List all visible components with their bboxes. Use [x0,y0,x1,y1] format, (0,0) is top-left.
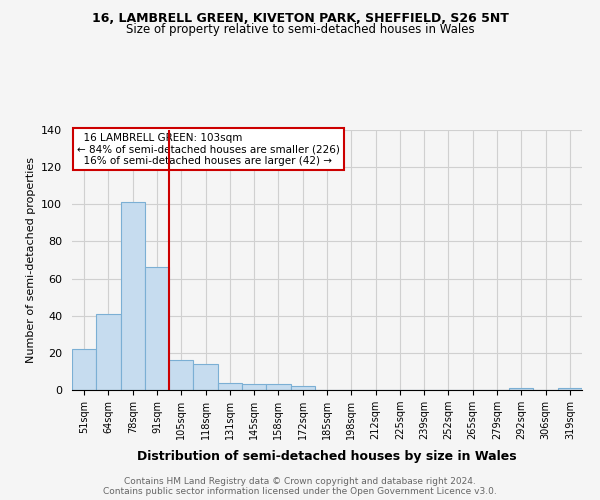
X-axis label: Distribution of semi-detached houses by size in Wales: Distribution of semi-detached houses by … [137,450,517,464]
Text: Contains public sector information licensed under the Open Government Licence v3: Contains public sector information licen… [103,488,497,496]
Bar [145,268,169,390]
Bar [121,202,145,390]
Bar [96,314,121,390]
Bar [509,388,533,390]
Bar [218,382,242,390]
Text: Contains HM Land Registry data © Crown copyright and database right 2024.: Contains HM Land Registry data © Crown c… [124,478,476,486]
Text: Size of property relative to semi-detached houses in Wales: Size of property relative to semi-detach… [125,22,475,36]
Bar [242,384,266,390]
Bar [558,388,582,390]
Bar [266,384,290,390]
Text: 16, LAMBRELL GREEN, KIVETON PARK, SHEFFIELD, S26 5NT: 16, LAMBRELL GREEN, KIVETON PARK, SHEFFI… [92,12,508,26]
Bar [72,349,96,390]
Bar [169,360,193,390]
Bar [290,386,315,390]
Text: 16 LAMBRELL GREEN: 103sqm
← 84% of semi-detached houses are smaller (226)
  16% : 16 LAMBRELL GREEN: 103sqm ← 84% of semi-… [77,132,340,166]
Y-axis label: Number of semi-detached properties: Number of semi-detached properties [26,157,35,363]
Bar [193,364,218,390]
